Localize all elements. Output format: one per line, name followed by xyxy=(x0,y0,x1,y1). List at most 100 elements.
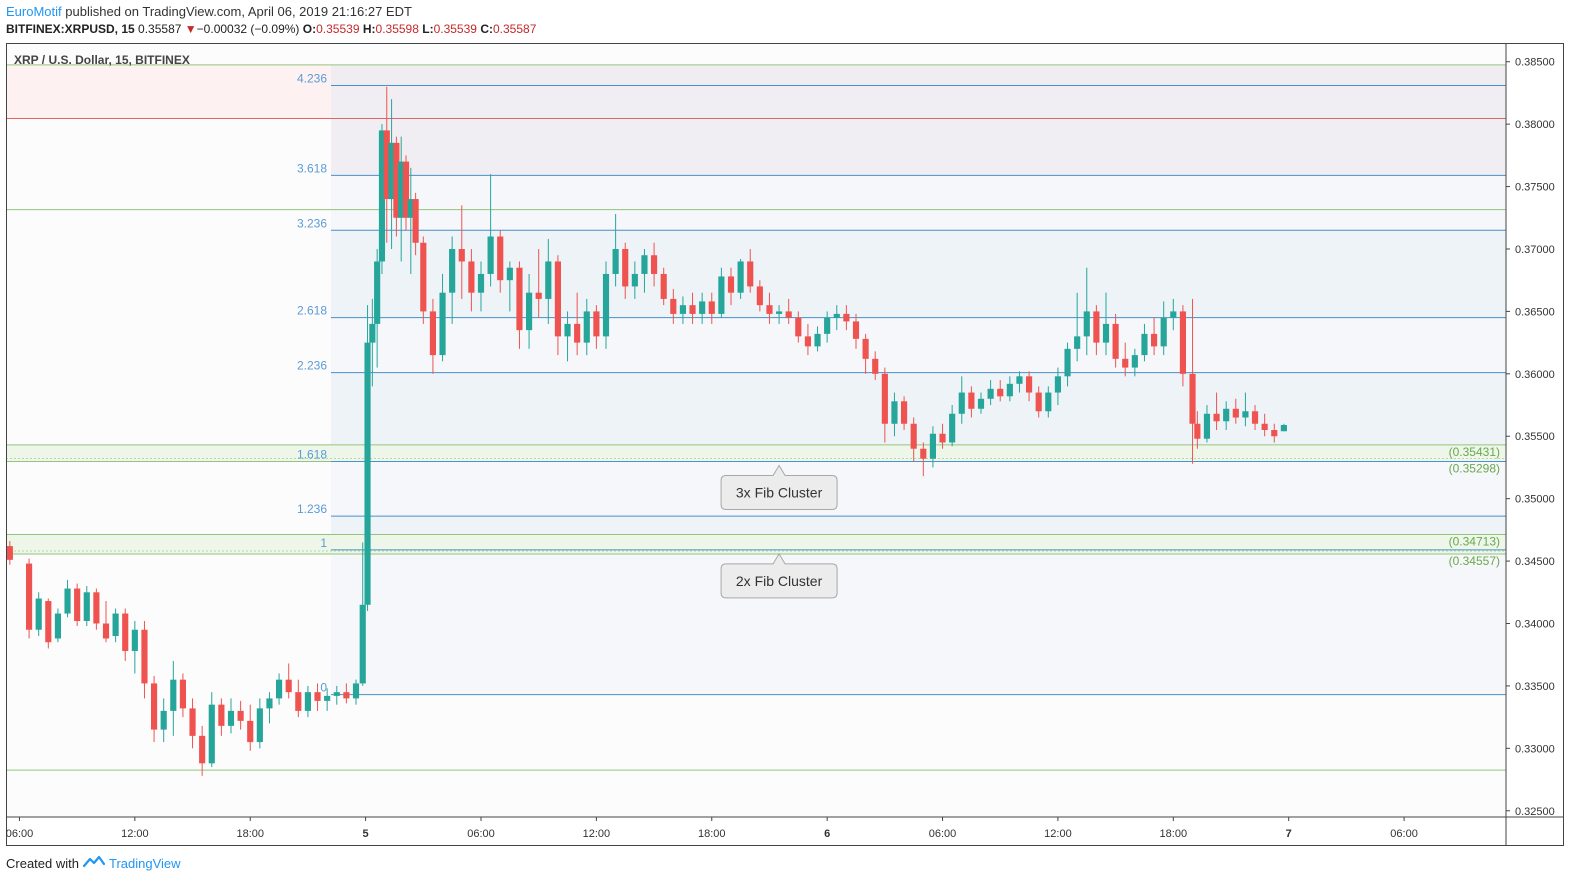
candle-body xyxy=(343,692,350,699)
candle-down xyxy=(402,155,410,231)
candle-body xyxy=(45,601,52,643)
candle-body xyxy=(833,313,840,318)
candle-body xyxy=(670,298,677,314)
candle-body xyxy=(891,401,898,424)
chart-title: XRP / U.S. Dollar, 15, BITFINEX xyxy=(14,53,190,67)
candle-down xyxy=(708,292,715,324)
candle-down xyxy=(689,292,696,324)
candle-body xyxy=(824,317,831,334)
candle-down xyxy=(1261,413,1268,437)
candle-up xyxy=(276,673,283,705)
candle-down xyxy=(93,588,100,630)
candle-body xyxy=(276,679,283,699)
candle-body xyxy=(1213,413,1220,422)
candle-body xyxy=(1035,392,1042,412)
candle-up xyxy=(1160,301,1167,356)
x-tick-label: 7 xyxy=(1286,828,1292,840)
candle-body xyxy=(593,311,600,337)
candle-up xyxy=(1006,376,1013,402)
tradingview-logo-icon[interactable] xyxy=(82,855,106,871)
candle-body xyxy=(383,130,390,200)
fib-level-label: 1.236 xyxy=(297,502,327,516)
candle-down xyxy=(295,679,302,718)
candle-body xyxy=(1112,323,1119,359)
candle-up xyxy=(170,660,177,736)
candle-body xyxy=(170,679,177,711)
candle-body xyxy=(1083,311,1090,337)
candle-up xyxy=(54,608,61,643)
fib-level-label: 3.236 xyxy=(297,216,327,230)
cluster-zone xyxy=(6,444,1506,462)
candle-down xyxy=(1112,313,1119,368)
candle-up xyxy=(1203,405,1211,443)
candle-body xyxy=(393,142,400,218)
candle-down xyxy=(516,261,523,349)
y-tick-label: 0.38500 xyxy=(1515,57,1555,69)
candle-down xyxy=(881,367,888,443)
candle-body xyxy=(814,333,821,347)
candle-down xyxy=(852,313,860,349)
candle-down xyxy=(393,136,400,237)
candle-body xyxy=(429,311,436,356)
candle-body xyxy=(1160,317,1167,347)
candle-body xyxy=(651,255,658,274)
candle-up xyxy=(987,380,994,406)
candle-body xyxy=(247,720,254,743)
candle-up xyxy=(949,405,956,447)
candle-body xyxy=(949,413,956,443)
fib-level-label: 2.236 xyxy=(297,359,327,373)
candle-up xyxy=(1170,298,1177,331)
candle-body xyxy=(26,563,33,630)
candle-body xyxy=(622,248,629,287)
candle-up xyxy=(1102,292,1110,356)
fib-level-label: 4.236 xyxy=(297,71,327,85)
candle-body xyxy=(679,305,686,314)
candle-body xyxy=(1170,311,1177,318)
cluster-callout: 2x Fib Cluster xyxy=(720,552,838,599)
candlestick-chart[interactable]: 4.236 3.618 3.236 2.618 2.236 1.618 1.236 1 0 (0.… xyxy=(6,43,1564,846)
candle-body xyxy=(1271,430,1278,437)
candle-down xyxy=(756,280,763,312)
y-tick-label: 0.37500 xyxy=(1515,182,1555,194)
candle-body xyxy=(359,604,366,684)
fib-level-label: 2.618 xyxy=(297,304,327,318)
fib-level-label: 1.618 xyxy=(297,447,327,461)
candle-down xyxy=(968,386,975,418)
candle-body xyxy=(412,199,419,243)
candle-body xyxy=(977,398,985,409)
author-link[interactable]: EuroMotif xyxy=(6,4,62,19)
candle-body xyxy=(102,623,110,639)
candle-body xyxy=(227,710,235,726)
candle-body xyxy=(35,598,42,630)
candle-body xyxy=(997,388,1004,397)
x-tick-label: 06:00 xyxy=(467,828,495,840)
candle-body xyxy=(83,592,90,622)
y-tick-label: 0.35000 xyxy=(1515,494,1555,506)
candle-down xyxy=(574,292,581,356)
symbol-info: BITFINEX:XRPUSD, 15 0.35587 ▼−0.00032 (−… xyxy=(6,22,536,36)
candle-up xyxy=(160,698,167,743)
tradingview-brand[interactable]: TradingView xyxy=(108,856,181,871)
candle-up xyxy=(833,305,840,331)
callout-text: 2x Fib Cluster xyxy=(736,573,823,589)
candle-body xyxy=(987,388,994,399)
candle-up xyxy=(227,698,235,734)
candle-down xyxy=(1194,411,1201,449)
candle-body xyxy=(910,423,917,449)
publish-info: EuroMotif published on TradingView.com, … xyxy=(6,4,412,19)
candle-down xyxy=(622,242,629,299)
y-tick-label: 0.35500 xyxy=(1515,431,1555,443)
candle-body xyxy=(304,692,311,711)
candle-down xyxy=(660,267,667,306)
candle-down xyxy=(554,255,561,356)
candle-body xyxy=(660,273,667,299)
high-label: H: xyxy=(362,22,376,36)
candle-down xyxy=(343,683,350,704)
candle-body xyxy=(1131,355,1138,368)
chart-container[interactable]: 4.236 3.618 3.236 2.618 2.236 1.618 1.236 1 0 (0.… xyxy=(6,43,1564,846)
candle-body xyxy=(804,336,811,347)
candle-body xyxy=(333,692,340,696)
candle-up xyxy=(1016,371,1023,393)
candle-down xyxy=(766,292,773,324)
cluster-value-label: (0.35431) xyxy=(1449,445,1500,459)
